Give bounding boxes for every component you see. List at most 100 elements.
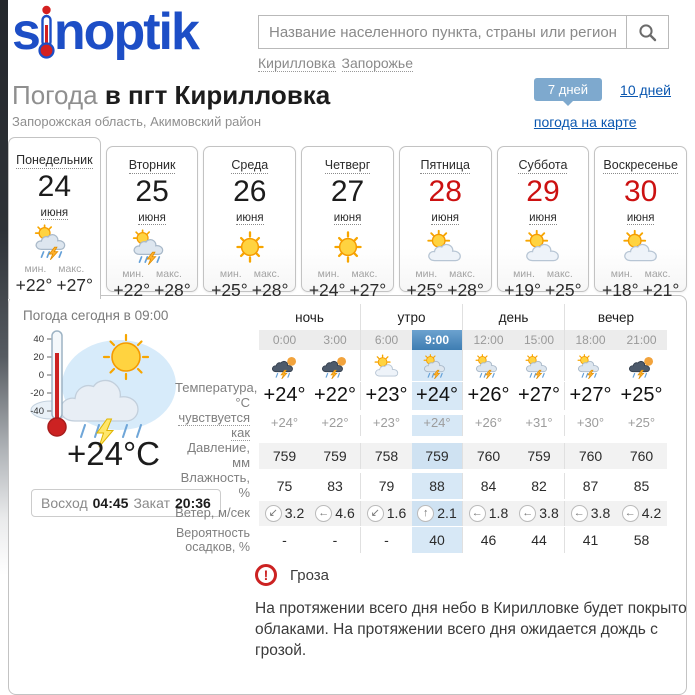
- recent-location-link[interactable]: Кирилловка: [258, 55, 336, 72]
- humidity-value: 88: [412, 472, 463, 499]
- wind-direction-arrow: ←: [570, 504, 588, 522]
- night-storm-icon: [310, 350, 361, 381]
- day-name-link[interactable]: Понедельник: [16, 153, 93, 169]
- month-link[interactable]: июня: [431, 211, 460, 225]
- feels-like-value: +30°: [576, 415, 605, 431]
- sunrise-sunset-box: Восход 04:45 Закат 20:36: [31, 489, 221, 517]
- search-button[interactable]: [626, 16, 668, 48]
- tab-sunday[interactable]: Воскресенье 30 июня мин. макс. +18° +21°: [594, 146, 688, 300]
- month-link[interactable]: июня: [235, 211, 264, 225]
- hourly-forecast-table: ночь утро день вечер 0:00 3:00 6:00 9:00…: [175, 296, 686, 554]
- tab-wednesday[interactable]: Среда 26 июня мин. макс. +25° +28°: [203, 146, 297, 300]
- wind-direction-arrow: ←: [315, 504, 333, 522]
- seven-days-button[interactable]: 7 дней: [533, 78, 603, 106]
- weather-alert: ! Гроза На протяжении всего дня небо в К…: [255, 564, 691, 662]
- day-name-link[interactable]: Воскресенье: [603, 158, 678, 174]
- sunrise-time: 04:45: [92, 495, 129, 511]
- hour-cell[interactable]: 3:00: [310, 330, 361, 350]
- night-storm-icon: [616, 350, 667, 381]
- pressure-value: 760: [565, 442, 616, 469]
- humidity-value: 75: [276, 477, 293, 494]
- weather-map-link[interactable]: погода на карте: [533, 114, 637, 130]
- pressure-value: 759: [310, 442, 361, 469]
- sun-cloud-icon: [595, 229, 686, 267]
- tab-friday[interactable]: Пятница 28 июня мин. макс. +25° +28°: [398, 146, 492, 300]
- wind-direction-arrow: ↙: [366, 504, 384, 522]
- min-temp: +22°: [15, 274, 53, 295]
- day-name-link[interactable]: Четверг: [324, 158, 371, 174]
- min-temp: +25°: [406, 279, 444, 300]
- precipitation-value: 41: [582, 531, 599, 548]
- period-night: ночь: [259, 304, 361, 330]
- sunny-icon: [204, 229, 295, 267]
- wind-direction-arrow: ↙: [264, 504, 282, 522]
- hours-row: 0:00 3:00 6:00 9:00 12:00 15:00 18:00 21…: [175, 330, 686, 350]
- tab-monday[interactable]: Понедельник 24 июня мин. макс. +22° +27°: [8, 137, 101, 299]
- ten-days-link[interactable]: 10 дней: [620, 81, 671, 98]
- page-title-prefix: Погода: [12, 80, 98, 110]
- row-label: Ветер, м/сек: [175, 504, 250, 520]
- month-link[interactable]: июня: [626, 211, 655, 225]
- hour-cell[interactable]: 0:00: [259, 330, 310, 350]
- icons-row: [175, 350, 686, 381]
- row-label-feels-like[interactable]: чувствуется как: [178, 409, 250, 441]
- day-storm-icon: [107, 228, 198, 267]
- max-temp: +27°: [349, 279, 387, 300]
- day-date: 28: [428, 175, 462, 208]
- day-name-link[interactable]: Пятница: [420, 158, 470, 174]
- min-temp: +18°: [601, 279, 639, 300]
- logo-text-prefix: s: [12, 3, 41, 61]
- tab-saturday[interactable]: Суббота 29 июня мин. макс. +19° +25°: [496, 146, 590, 300]
- warning-icon: !: [255, 564, 277, 587]
- day-name-link[interactable]: Вторник: [128, 158, 176, 174]
- top-bar: s noptik Кирилловка За: [8, 0, 695, 72]
- thermometer-icon: [38, 5, 55, 59]
- hour-cell[interactable]: 21:00: [616, 330, 667, 350]
- day-date: 29: [526, 175, 560, 208]
- svg-text:-40: -40: [30, 406, 44, 417]
- humidity-value: 87: [582, 477, 599, 494]
- week-day-tabs: Понедельник 24 июня мин. макс. +22° +27° В…: [8, 129, 695, 300]
- day-name-link[interactable]: Суббота: [518, 158, 568, 174]
- feels-like-row: чувствуется как +24° +22° +23° +24° +26°…: [175, 409, 686, 441]
- tab-thursday[interactable]: Четверг 27 июня мин. макс. +24° +27°: [301, 146, 394, 300]
- tab-tuesday[interactable]: Вторник 25 июня мин. макс. +22° +28°: [105, 146, 199, 300]
- min-label: мин.: [219, 267, 242, 280]
- day-detail-panel: Погода сегодня в 09:00: [8, 295, 687, 695]
- max-temp: +28°: [154, 279, 191, 300]
- svg-text:40: 40: [33, 334, 44, 345]
- month-link[interactable]: июня: [333, 211, 362, 225]
- hour-cell[interactable]: 15:00: [514, 330, 565, 350]
- month-link[interactable]: июня: [138, 211, 166, 225]
- day-date: 27: [330, 175, 365, 208]
- precipitation-value: 40: [412, 526, 463, 553]
- wind-direction-arrow: ↑: [417, 504, 435, 522]
- row-label: Температура, °C: [175, 380, 258, 410]
- hour-cell[interactable]: 6:00: [361, 330, 412, 350]
- month-link[interactable]: июня: [529, 211, 557, 225]
- month-link[interactable]: июня: [40, 206, 69, 220]
- sinoptik-logo[interactable]: s noptik: [12, 5, 258, 59]
- wind-value: ← 1.8: [463, 500, 514, 526]
- hour-cell-selected[interactable]: 9:00: [412, 330, 463, 350]
- min-label: мин.: [24, 262, 47, 275]
- max-label: макс.: [546, 267, 573, 280]
- sun-cloud-icon: [400, 229, 491, 267]
- sun-cloud-icon: [361, 350, 412, 381]
- alert-description: На протяжении всего дня небо в Кирилловк…: [255, 600, 687, 660]
- recent-location-link[interactable]: Запорожье: [341, 55, 414, 72]
- day-name-link[interactable]: Среда: [231, 158, 269, 174]
- svg-text:-20: -20: [30, 388, 44, 399]
- max-temp: +27°: [56, 274, 94, 295]
- temperature-row: Температура, °C +24° +22° +23° +24° +26°…: [175, 380, 686, 411]
- hour-cell[interactable]: 12:00: [463, 330, 514, 350]
- search-input[interactable]: [259, 16, 626, 48]
- min-temp: +25°: [211, 279, 248, 300]
- max-label: макс.: [253, 267, 280, 280]
- feels-like-value: +22°: [310, 415, 361, 437]
- max-label: макс.: [351, 267, 378, 280]
- sun-cloud-icon: [498, 229, 589, 267]
- period-morning: утро: [361, 304, 463, 330]
- period-day: день: [463, 304, 565, 330]
- hour-cell[interactable]: 18:00: [565, 330, 616, 350]
